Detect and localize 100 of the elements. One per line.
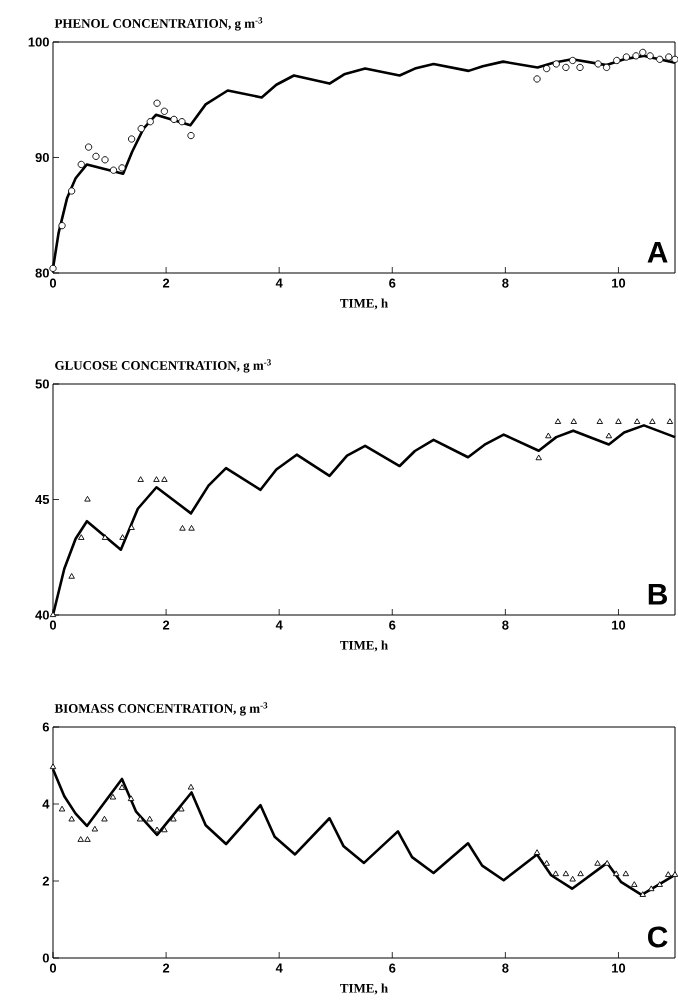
point [153,476,160,482]
y-tick-label: 45 [35,494,50,505]
point [101,815,108,822]
point [58,222,66,230]
point [569,56,577,65]
annotation: C [648,926,668,948]
point [622,53,631,61]
x-tick-label: 10 [612,278,626,288]
point [118,164,126,172]
x-tick-label: 4 [275,963,283,973]
x-axis-title: TIME, h [340,298,388,310]
point [68,187,76,195]
point [665,53,673,61]
point [127,795,135,802]
point [596,418,604,424]
y-tick-label: 100 [28,37,49,47]
point [612,870,620,877]
point [656,55,664,63]
point [49,264,57,273]
point [605,432,613,439]
point [639,48,647,57]
point [170,815,177,822]
point [77,836,84,842]
point [161,826,168,833]
point [613,56,621,65]
point [178,805,185,812]
point [187,783,195,790]
point [109,166,118,174]
point [146,815,153,822]
y-tick-label: 6 [42,722,50,732]
x-tick-label: 2 [162,278,170,288]
point [666,418,674,424]
point [84,143,93,151]
point [632,52,640,60]
point [602,63,611,72]
annotation: B [648,583,668,605]
y-tick-label: 80 [35,268,49,278]
point [68,815,75,822]
point [128,524,135,530]
point [136,815,144,822]
point [665,871,672,877]
x-tick-label: 6 [389,620,396,630]
point [646,52,654,60]
point [84,836,91,842]
point [543,860,550,866]
point [603,860,611,866]
point [109,793,117,800]
point [622,870,630,877]
chart-title: BIOMASS CONCENTRATION, g m$^{-3}$ [54,702,268,716]
point [146,118,154,126]
point [84,495,91,502]
x-tick-label: 0 [49,278,57,288]
point [170,115,178,124]
point [649,418,656,424]
point [161,476,168,482]
point [137,476,144,482]
point [58,805,66,812]
x-tick-label: 8 [502,963,509,973]
x-tick-label: 0 [49,620,57,630]
y-tick-label: 4 [42,799,50,809]
point [569,875,576,882]
point [562,63,570,72]
point [545,432,552,439]
x-tick-label: 6 [389,278,396,288]
point [552,870,559,877]
point [160,107,169,115]
y-tick-label: 40 [35,610,49,620]
point [101,534,109,540]
point [153,99,161,107]
point [179,524,186,531]
x-tick-label: 8 [502,278,509,288]
x-tick-label: 2 [162,963,170,973]
point [78,534,85,540]
y-tick-label: 2 [42,876,49,886]
point [49,611,57,618]
point [153,826,161,833]
point [188,524,195,531]
point [543,64,551,73]
x-tick-label: 10 [612,620,626,630]
point [118,784,126,790]
point [77,160,85,169]
chart-title: GLUCOSE CONCENTRATION, g m$^{-3}$ [55,359,271,373]
point [570,418,577,424]
point [92,152,100,160]
chart-title: PHENOL CONCENTRATION, g m$^{-3}$ [54,17,263,31]
annotation: A [647,241,668,263]
point [554,418,562,424]
x-tick-label: 6 [389,963,396,973]
y-tick-label: 90 [35,152,49,163]
point [639,891,646,897]
x-tick-label: 8 [502,620,509,630]
point [101,156,109,164]
point [656,881,663,887]
point [187,131,195,140]
point [127,135,136,143]
point [671,55,678,63]
point [552,60,560,68]
point [91,825,99,832]
point [533,849,541,855]
point [671,871,678,877]
